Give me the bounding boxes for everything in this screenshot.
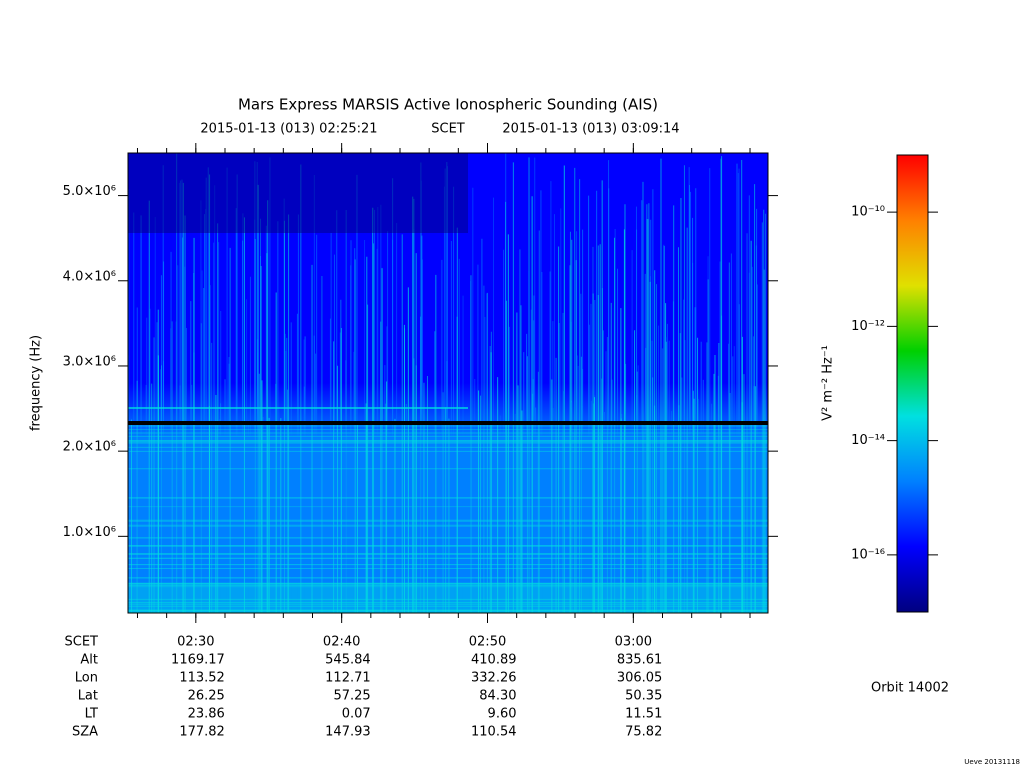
start-time: 2015-01-13 (013) 02:25:21 [200,122,377,137]
x-tick-label: 02:50 [469,635,506,650]
colorbar-tick-label: 10⁻¹⁰ [851,205,885,220]
ephemeris-value: 306.05 [617,671,663,686]
ephemeris-value: 1169.17 [171,653,225,668]
colorbar [896,154,929,613]
y-tick-label: 1.0×10⁶ [63,525,116,540]
ephemeris-value: 23.86 [188,707,225,722]
ephemeris-value: 545.84 [325,653,371,668]
plot-frame [127,152,769,614]
ephemeris-value: 11.51 [625,707,662,722]
ephemeris-value: 26.25 [188,689,225,704]
orbit-label: Orbit 14002 [871,681,949,696]
ephemeris-value: 113.52 [179,671,225,686]
x-tick-label: 03:00 [615,635,652,650]
ephemeris-row-label: Lat [78,689,98,704]
ephemeris-value: 332.26 [471,671,517,686]
colorbar-tick-label: 10⁻¹⁴ [851,433,885,448]
spectrogram-dark-top [128,153,468,233]
colorbar-tick-label: 10⁻¹² [851,319,885,334]
ephemeris-value: 0.07 [342,707,371,722]
ephemeris-value: 835.61 [617,653,663,668]
ephemeris-row-label: Lon [75,671,98,686]
ephemeris-row-label: SZA [72,725,98,740]
colorbar-tick-label: 10⁻¹⁶ [851,547,885,562]
ephemeris-value: 9.60 [488,707,517,722]
ephemeris-value: 84.30 [479,689,516,704]
ephemeris-value: 110.54 [471,725,517,740]
ephemeris-row-label: LT [85,707,98,722]
x-tick-label: 02:30 [177,635,214,650]
ephemeris-value: 50.35 [625,689,662,704]
footer: Ueve 20131118 [964,758,1020,766]
ephemeris-value: 147.93 [325,725,371,740]
y-tick-label: 2.0×10⁶ [63,440,116,455]
ephemeris-time-label: SCET [65,635,99,650]
end-time: 2015-01-13 (013) 03:09:14 [502,122,679,137]
y-tick-label: 5.0×10⁶ [63,184,116,199]
spectrogram [127,153,768,613]
colorbar-label: V² m⁻² Hz⁻¹ [821,345,836,421]
ephemeris-value: 410.89 [471,653,517,668]
ephemeris-value: 57.25 [333,689,370,704]
ephemeris-value: 112.71 [325,671,371,686]
ephemeris-value: 177.82 [179,725,225,740]
ephemeris-row-label: Alt [80,653,98,668]
chart-title: Mars Express MARSIS Active Ionospheric S… [238,96,658,114]
y-tick-label: 3.0×10⁶ [63,354,116,369]
y-tick-label: 4.0×10⁶ [63,269,116,284]
spectrogram-low-band [128,583,768,613]
y-axis-label: frequency (Hz) [29,335,44,431]
time-system: SCET [431,122,465,137]
ephemeris-value: 75.82 [625,725,662,740]
x-tick-label: 02:40 [323,635,360,650]
